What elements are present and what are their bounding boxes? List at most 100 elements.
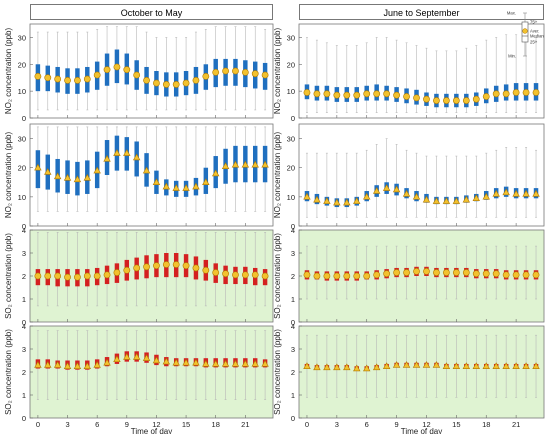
y-tick-label: 0 [291, 414, 295, 423]
mean-marker [83, 173, 92, 181]
mean-marker [83, 75, 91, 83]
mean-marker [502, 271, 510, 279]
mean-marker [512, 89, 520, 96]
mean-marker [162, 261, 170, 268]
y-tick-label: 20 [18, 164, 26, 173]
mean-marker [422, 195, 431, 203]
mean-marker [83, 272, 91, 280]
mean-marker [251, 70, 259, 78]
y-tick-label: 30 [287, 135, 295, 144]
y-tick-label: 2 [22, 368, 26, 377]
mean-marker [93, 361, 101, 368]
mean-marker [53, 361, 62, 368]
mean-marker [323, 197, 331, 204]
mean-marker [232, 271, 239, 279]
y-tick-label: 2 [291, 272, 295, 281]
y-tick-label: 4 [291, 226, 295, 235]
mean-marker [123, 149, 131, 156]
mean-marker [192, 77, 200, 84]
mean-marker [222, 67, 229, 75]
mean-marker [353, 364, 361, 372]
mean-marker [202, 72, 210, 80]
y-tick-label: 3 [22, 249, 26, 258]
plot-area [29, 123, 274, 227]
mean-marker [462, 195, 471, 203]
mean-marker [373, 90, 381, 98]
x-tick-label: 0 [36, 420, 40, 429]
mean-marker [412, 192, 421, 200]
mean-marker [93, 166, 101, 174]
y-tick-label: 3 [291, 249, 295, 258]
mean-marker [142, 354, 151, 361]
y-tick-label: 2 [291, 368, 295, 377]
mean-marker [333, 272, 341, 280]
mean-marker [532, 271, 540, 279]
mean-marker [502, 362, 510, 369]
mean-marker [472, 362, 480, 369]
mean-marker [323, 363, 331, 371]
plot-area [298, 325, 545, 419]
x-tick-label: 6 [365, 420, 369, 429]
mean-marker [172, 358, 180, 366]
y-tick-label: 10 [18, 193, 26, 202]
mean-marker [64, 77, 71, 84]
mean-marker [241, 160, 250, 168]
mean-marker [113, 63, 121, 71]
mean-marker [153, 262, 160, 270]
y-tick-label: 0 [22, 222, 26, 231]
mean-marker [313, 90, 321, 98]
mean-marker [103, 271, 111, 279]
x-tick-label: 15 [452, 420, 460, 429]
y-axis-label: NO₂ concentration (ppb) [4, 28, 13, 115]
mean-marker [412, 361, 421, 368]
plot-area [29, 325, 274, 419]
y-tick-label: 10 [18, 87, 26, 96]
mean-marker [353, 197, 361, 204]
x-axis-label: Time of day [131, 427, 173, 434]
mean-marker [492, 362, 500, 369]
column-title-right: June to September [299, 4, 544, 20]
mean-marker [261, 160, 269, 168]
mean-marker [123, 353, 131, 360]
mean-marker [182, 358, 190, 366]
mean-marker [313, 363, 321, 371]
mean-marker [34, 163, 42, 171]
y-tick-label: 20 [18, 60, 26, 69]
x-tick-label: 3 [335, 420, 339, 429]
mean-marker [333, 198, 341, 206]
mean-marker [221, 359, 230, 367]
mean-marker [103, 66, 111, 74]
y-tick-label: 0 [291, 222, 295, 231]
mean-marker [522, 89, 530, 96]
y-axis-label: NO₂ concentration (ppb) [273, 132, 282, 219]
mean-marker [162, 182, 171, 190]
mean-marker [44, 74, 52, 82]
mean-marker [502, 90, 510, 98]
mean-marker [363, 272, 371, 280]
mean-marker [162, 81, 170, 88]
mean-marker [323, 272, 331, 280]
panel-4: 0 10 20 30 NO₂ concentration (ppb) [273, 123, 545, 231]
mean-marker [74, 77, 81, 84]
mean-marker [221, 162, 230, 169]
column-title-left: October to May [30, 4, 273, 20]
mean-marker [492, 270, 500, 278]
mean-marker [103, 154, 111, 162]
mean-marker [452, 362, 461, 369]
mean-marker [482, 93, 490, 100]
mean-marker [343, 91, 351, 99]
mean-marker [133, 71, 141, 79]
y-axis-label: NO₂ concentration (ppb) [4, 132, 13, 219]
mean-marker [363, 364, 371, 372]
mean-marker [34, 72, 42, 80]
mean-marker [313, 195, 321, 203]
mean-marker [402, 361, 411, 368]
mean-marker [482, 270, 490, 278]
mean-marker [182, 262, 190, 270]
legend-label: Max. [507, 11, 516, 16]
mean-marker [192, 182, 200, 190]
x-tick-label: 12 [422, 420, 430, 429]
